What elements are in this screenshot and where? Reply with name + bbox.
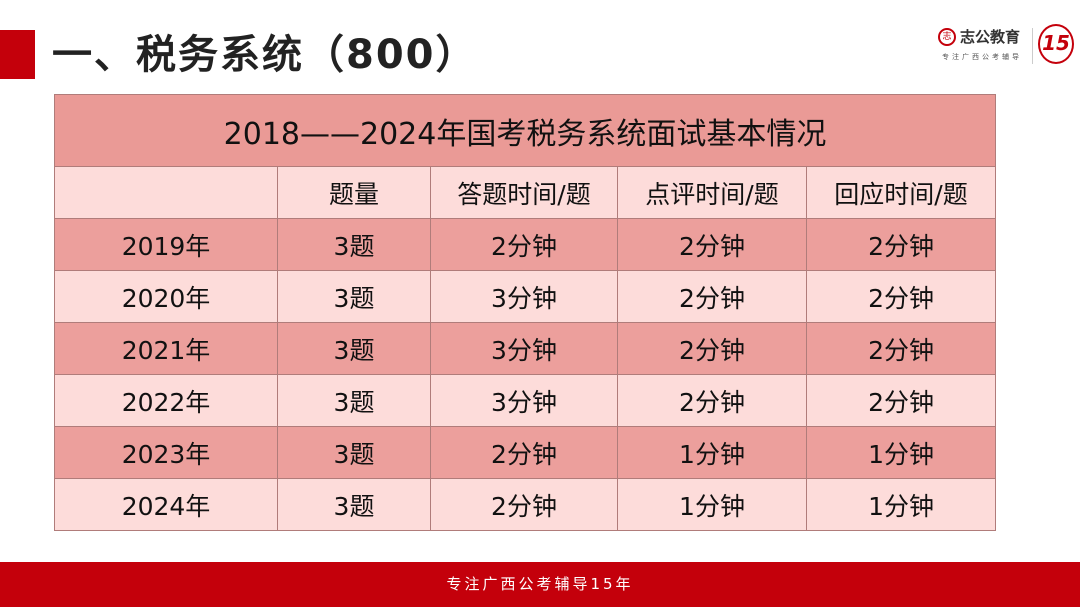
page-title: 一、税务系统（800） bbox=[52, 32, 478, 78]
table-cell: 2021年 bbox=[54, 322, 278, 375]
table-cell: 2分钟 bbox=[430, 478, 618, 531]
column-header: 点评时间/题 bbox=[617, 166, 807, 219]
table-cell: 3题 bbox=[277, 478, 431, 531]
table-cell: 1分钟 bbox=[805, 426, 997, 479]
footer-banner: 专注广西公考辅导15年 bbox=[0, 562, 1080, 607]
column-header bbox=[54, 166, 278, 219]
table-cell: 3分钟 bbox=[430, 322, 618, 375]
table-cell: 3题 bbox=[277, 270, 431, 323]
table-cell: 2分钟 bbox=[805, 322, 997, 375]
table-row: 2024年 3题 2分钟 1分钟 1分钟 bbox=[54, 478, 997, 531]
table-row: 2020年 3题 3分钟 2分钟 2分钟 bbox=[54, 270, 997, 323]
table-cell: 2024年 bbox=[54, 478, 278, 531]
logo-seal-icon: 志 bbox=[938, 28, 956, 46]
table-cell: 2分钟 bbox=[805, 374, 997, 427]
logo-tagline: 专注广西公考辅导 bbox=[942, 53, 1022, 61]
table-cell: 3题 bbox=[277, 426, 431, 479]
table-cell: 3题 bbox=[277, 374, 431, 427]
logo-divider bbox=[1032, 28, 1033, 64]
table-cell: 1分钟 bbox=[805, 478, 997, 531]
table-header-row: 题量 答题时间/题 点评时间/题 回应时间/题 bbox=[54, 166, 997, 219]
anniversary-badge: 15 bbox=[1038, 24, 1074, 64]
title-accent-bar bbox=[0, 30, 35, 79]
column-header: 题量 bbox=[277, 166, 431, 219]
column-header: 回应时间/题 bbox=[805, 166, 997, 219]
brand-logo: 志 志公教育 专注广西公考辅导 15 bbox=[938, 24, 1078, 70]
table-row: 2022年 3题 3分钟 2分钟 2分钟 bbox=[54, 374, 997, 427]
table-cell: 2分钟 bbox=[430, 218, 618, 271]
table-cell: 2分钟 bbox=[617, 374, 807, 427]
table-cell: 2分钟 bbox=[617, 322, 807, 375]
interview-table: 2018——2024年国考税务系统面试基本情况 题量 答题时间/题 点评时间/题 回应… bbox=[53, 94, 997, 531]
column-header: 答题时间/题 bbox=[430, 166, 618, 219]
table-cell: 2分钟 bbox=[617, 270, 807, 323]
table-cell: 2023年 bbox=[54, 426, 278, 479]
table-cell: 2019年 bbox=[54, 218, 278, 271]
table-cell: 2020年 bbox=[54, 270, 278, 323]
table-cell: 2分钟 bbox=[805, 218, 997, 271]
table-cell: 2022年 bbox=[54, 374, 278, 427]
table-row: 2021年 3题 3分钟 2分钟 2分钟 bbox=[54, 322, 997, 375]
logo-brand-name: 志公教育 bbox=[960, 28, 1021, 46]
table-row: 2023年 3题 2分钟 1分钟 1分钟 bbox=[54, 426, 997, 479]
table-caption: 2018——2024年国考税务系统面试基本情况 bbox=[53, 94, 997, 167]
table-cell: 1分钟 bbox=[617, 426, 807, 479]
table-cell: 3题 bbox=[277, 322, 431, 375]
table-cell: 2分钟 bbox=[617, 218, 807, 271]
table-cell: 3分钟 bbox=[430, 374, 618, 427]
table-cell: 2分钟 bbox=[430, 426, 618, 479]
table-row: 2019年 3题 2分钟 2分钟 2分钟 bbox=[54, 218, 997, 271]
table-cell: 3题 bbox=[277, 218, 431, 271]
table-cell: 1分钟 bbox=[617, 478, 807, 531]
table-cell: 3分钟 bbox=[430, 270, 618, 323]
table-cell: 2分钟 bbox=[805, 270, 997, 323]
